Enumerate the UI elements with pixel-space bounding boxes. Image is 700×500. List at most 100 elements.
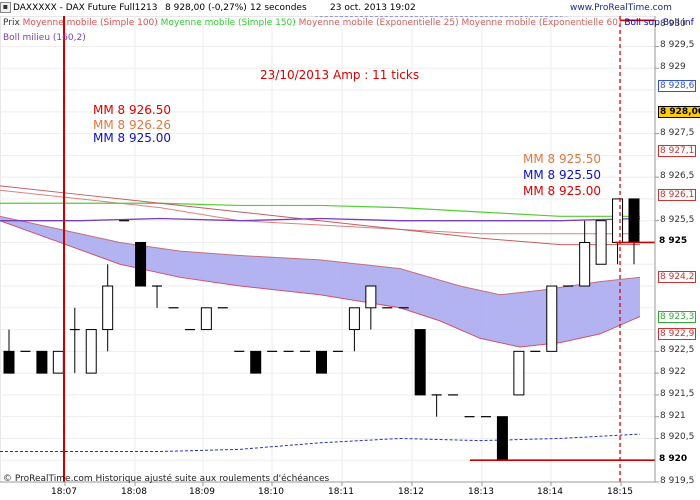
annotation-right-mm1: MM 8 925.50 xyxy=(523,152,601,166)
candle-body xyxy=(628,198,640,243)
candle-body xyxy=(250,350,262,374)
candle xyxy=(250,350,262,374)
candle-body xyxy=(3,350,15,374)
candle-body xyxy=(612,198,624,243)
candle xyxy=(579,220,591,287)
price-tick-label: 8 926,5 xyxy=(660,171,695,182)
annotation-right-mm3: MM 8 925.00 xyxy=(523,184,601,198)
annotation-right-mm2: MM 8 925.50 xyxy=(523,168,601,182)
price-marker: 8 926,1 xyxy=(658,188,697,201)
candle xyxy=(595,220,607,265)
legend-bollsup[interactable]: Boll sup xyxy=(624,18,660,28)
candle xyxy=(3,329,15,374)
price-tick-label: 8 929 xyxy=(660,62,686,73)
legend-bollinf[interactable]: Boll inf xyxy=(662,18,694,28)
price-marker: 8 922,9 xyxy=(658,327,697,340)
time-tick-label: 18:14 xyxy=(537,487,563,497)
time-tick-label: 18:07 xyxy=(51,487,77,497)
time-tick-label: 18:09 xyxy=(189,487,215,497)
menu-icon[interactable]: ▪ xyxy=(0,2,11,13)
line-bollmilieu xyxy=(0,217,641,222)
price-marker: 8 925 xyxy=(658,236,689,247)
candle-body xyxy=(200,307,212,331)
legend-mm150[interactable]: Moyenne mobile (Simple 150) xyxy=(160,18,296,28)
price-tick-label: 8 921 xyxy=(660,410,686,421)
price-marker: 8 924,2 xyxy=(658,271,697,284)
candle xyxy=(135,241,147,287)
candle xyxy=(316,350,327,374)
candle-body xyxy=(579,241,591,287)
annotation-title: 23/10/2013 Amp : 11 ticks xyxy=(260,68,420,82)
candle xyxy=(200,307,212,331)
legend-prix: Prix xyxy=(3,18,20,28)
line-mm150 xyxy=(0,202,640,217)
price-tick-label: 8 920,5 xyxy=(660,432,695,443)
candle xyxy=(85,329,97,374)
title-bar xyxy=(0,0,700,16)
legend-mme25[interactable]: Moyenne mobile (Exponentielle 25) xyxy=(298,18,459,28)
price-tick-label: 8 925,5 xyxy=(660,214,695,225)
price-marker: 8 920 xyxy=(658,454,689,465)
candle-body xyxy=(316,350,327,374)
candle-body xyxy=(102,285,114,331)
price-marker: 8 928,6 xyxy=(658,79,697,92)
legend-mme60[interactable]: Moyenne mobile (Exponentielle 60) xyxy=(461,18,622,28)
header-brand[interactable]: www.ProRealTime.com xyxy=(570,3,672,13)
price-tick-label: 8 922 xyxy=(660,367,686,378)
time-tick-label: 18:11 xyxy=(328,487,354,497)
candle xyxy=(36,350,48,374)
time-tick-label: 18:13 xyxy=(468,487,494,497)
candle-body xyxy=(546,285,558,352)
candle xyxy=(348,307,360,352)
price-marker: 8 923,3 xyxy=(658,310,697,323)
legend-mm100[interactable]: Moyenne mobile (Simple 100) xyxy=(22,18,158,28)
price-tick-label: 8 922,5 xyxy=(660,345,695,356)
line-bollinf xyxy=(0,433,641,453)
candle-body xyxy=(513,350,525,396)
header-symbol: DAXXXXX - DAX Future Full1213 xyxy=(13,3,158,13)
candle xyxy=(365,285,377,330)
footer-note: © ProRealTime.com Historique ajusté suit… xyxy=(3,474,330,484)
candle xyxy=(546,285,558,352)
candle-body xyxy=(496,416,508,461)
price-tick-label: 8 929,5 xyxy=(660,40,695,51)
price-tick-label: 8 919,5 xyxy=(660,476,695,486)
candle-body xyxy=(595,220,607,265)
candle xyxy=(496,416,508,461)
band-fill xyxy=(0,216,640,347)
line-mme25 xyxy=(0,185,640,246)
candle xyxy=(152,285,163,308)
price-tick-label: 8 927,5 xyxy=(660,127,695,138)
header-price: 8 928,00 (-0,27%) xyxy=(165,3,247,13)
candle-body xyxy=(36,350,48,374)
annotation-left-mm1: MM 8 926.50 xyxy=(93,103,171,117)
legend-bollmilieu[interactable]: Boll milieu (160,2) xyxy=(3,33,86,43)
indicator-legend: Prix Moyenne mobile (Simple 100) Moyenne… xyxy=(0,18,694,28)
price-marker: 8 928,00 xyxy=(658,105,700,118)
candle xyxy=(414,329,426,396)
line-bollsup xyxy=(0,11,641,17)
candle-body xyxy=(85,329,97,374)
candle-body xyxy=(348,307,360,331)
candle-body xyxy=(414,329,426,396)
time-tick-label: 18:08 xyxy=(121,487,147,497)
annotation-left-mm2: MM 8 926.26 xyxy=(93,118,171,132)
price-tick-label: 8 930 xyxy=(660,18,686,29)
line-mm100 xyxy=(0,189,640,235)
time-tick-label: 18:15 xyxy=(607,487,633,497)
candle-body xyxy=(365,285,377,309)
candle-body xyxy=(52,350,64,374)
price-marker: 8 927,1 xyxy=(658,145,697,157)
candle xyxy=(52,350,64,374)
candle xyxy=(513,350,525,396)
candle xyxy=(69,307,80,374)
candle-body xyxy=(135,241,147,287)
header-period: 12 secondes xyxy=(250,3,307,13)
candle xyxy=(102,264,114,352)
time-tick-label: 18:10 xyxy=(258,487,284,497)
header-datetime: 23 oct. 2013 19:02 xyxy=(330,3,416,13)
price-tick-label: 8 921,5 xyxy=(660,388,695,399)
annotation-left-mm3: MM 8 925.00 xyxy=(93,131,171,145)
